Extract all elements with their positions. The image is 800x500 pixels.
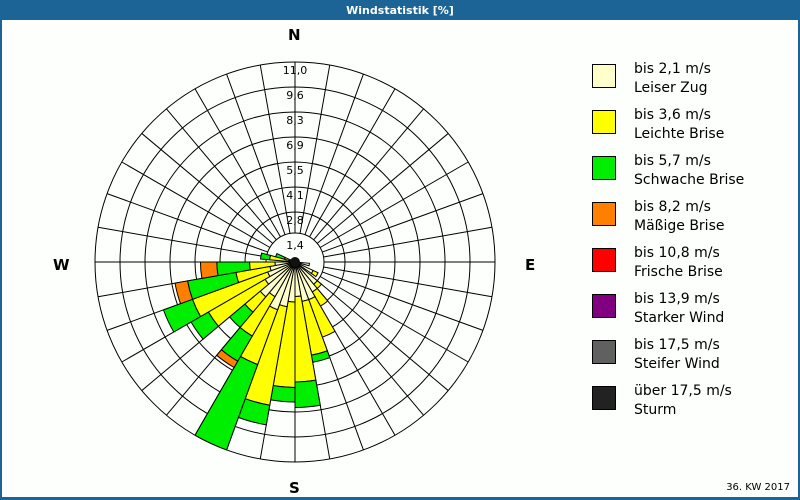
- legend-label: bis 2,1 m/s Leiser Zug: [634, 61, 711, 96]
- wind-petal-segment: [275, 252, 286, 260]
- legend-label: bis 5,7 m/s Schwache Brise: [634, 153, 745, 188]
- wind-rose-chart: 1,42,84,15,56,98,39,611,0: [94, 61, 496, 463]
- legend-label: bis 17,5 m/s Steifer Wind: [634, 337, 720, 372]
- legend-label: bis 8,2 m/s Mäßige Brise: [634, 199, 725, 234]
- wind-petal-segment: [215, 349, 239, 369]
- legend-swatch: [592, 340, 616, 364]
- wind-petal-segment: [310, 269, 319, 278]
- legend-label: über 17,5 m/s Sturm: [634, 383, 732, 418]
- wind-petal-segment: [162, 298, 202, 333]
- wind-petal-segment: [294, 379, 321, 408]
- legend-label: bis 3,6 m/s Leichte Brise: [634, 107, 725, 142]
- legend-swatch: [592, 156, 616, 180]
- ring-label: 1,4: [286, 239, 304, 252]
- direction-east: E: [525, 256, 536, 274]
- wind-petal-segment: [174, 280, 194, 305]
- legend-label: bis 10,8 m/s Frische Brise: [634, 245, 723, 280]
- legend-swatch: [592, 202, 616, 226]
- legend-swatch: [592, 64, 616, 88]
- chart-panel: 1,4 2,8 4,1 5,5 6,9 8,3 9,6 11,0 N E S W bis 2,…: [2, 20, 798, 497]
- legend-label: bis 13,9 m/s Starker Wind: [634, 291, 725, 326]
- chart-title: Windstatistik [%]: [0, 0, 800, 20]
- direction-west: W: [53, 256, 70, 274]
- wind-petal-segment: [194, 355, 259, 451]
- week-label: 36. KW 2017: [726, 482, 790, 493]
- wind-petal-segment: [199, 261, 219, 279]
- direction-north: N: [288, 26, 301, 44]
- legend-swatch: [592, 294, 616, 318]
- wind-petal-segment: [260, 252, 272, 261]
- legend-swatch: [592, 110, 616, 134]
- wind-petal-segment: [270, 384, 296, 403]
- direction-south: S: [289, 479, 300, 497]
- legend-swatch: [592, 386, 616, 410]
- legend-swatch: [592, 248, 616, 272]
